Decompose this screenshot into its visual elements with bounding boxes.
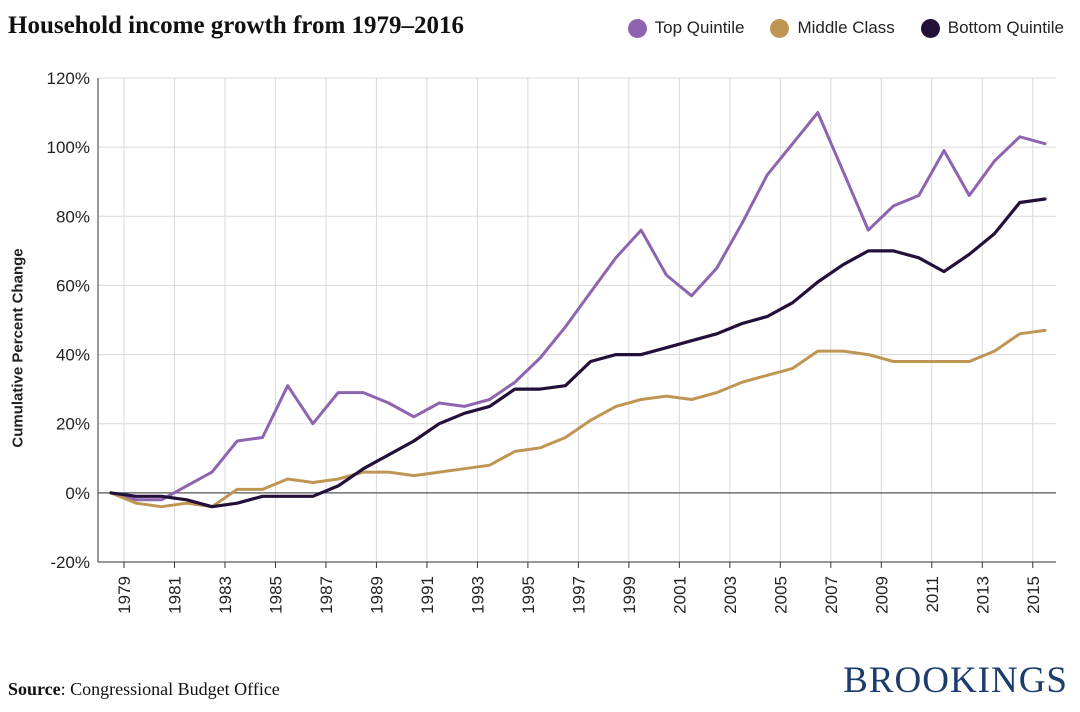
x-tick-label: 2005 [771,576,790,614]
source-note: Source: Congressional Budget Office [8,679,280,700]
x-tick-label: 2007 [822,576,841,614]
x-tick-label: 1987 [317,576,336,614]
legend-label-top-quintile: Top Quintile [654,18,745,37]
top-quintile-line [109,111,1047,502]
legend-item-top-quintile: Top Quintile [627,18,745,38]
legend: Top Quintile Middle Class Bottom Quintil… [627,18,1064,38]
y-tick-label: 100% [47,138,90,157]
bottom-quintile-line [109,197,1047,509]
brookings-logo: BROOKINGS [843,660,1068,701]
y-tick-label: 120% [47,69,90,88]
source-label: Source [8,679,61,699]
source-text: : Congressional Budget Office [60,679,280,699]
x-tick-label: 2009 [872,576,891,614]
middle-class-line [109,328,1047,509]
x-tick-label: 1989 [367,576,386,614]
y-tick-label: -20% [50,553,90,572]
legend-item-bottom-quintile: Bottom Quintile [920,18,1064,38]
y-tick-label: 0% [65,484,90,503]
y-tick-label: 20% [56,415,90,434]
legend-item-middle-class: Middle Class [770,18,895,38]
legend-label-middle-class: Middle Class [797,18,895,37]
x-tick-label: 1981 [165,576,184,614]
x-tick-label: 2013 [973,576,992,614]
x-tick-label: 2003 [721,576,740,614]
x-tick-label: 1985 [266,576,285,614]
x-tick-label: 1991 [418,576,437,614]
x-tick-label: 2011 [923,576,942,613]
x-tick-label: 2015 [1024,576,1043,614]
x-tick-label: 1997 [569,576,588,614]
y-tick-label: 60% [56,276,90,295]
legend-swatch-middle-class [770,18,790,38]
chart-title: Household income growth from 1979–2016 [8,12,465,39]
x-tick-label: 1999 [620,576,639,614]
legend-label-bottom-quintile: Bottom Quintile [947,18,1064,37]
x-tick-label: 1995 [519,576,538,614]
legend-swatch-bottom-quintile [920,18,940,38]
y-tick-label: 80% [56,207,90,226]
x-tick-label: 1979 [115,576,134,614]
legend-swatch-top-quintile [627,18,647,38]
x-tick-label: 1993 [468,576,487,614]
x-tick-label: 2001 [670,576,689,614]
y-tick-label: 40% [56,346,90,365]
x-tick-label: 1983 [216,576,235,614]
